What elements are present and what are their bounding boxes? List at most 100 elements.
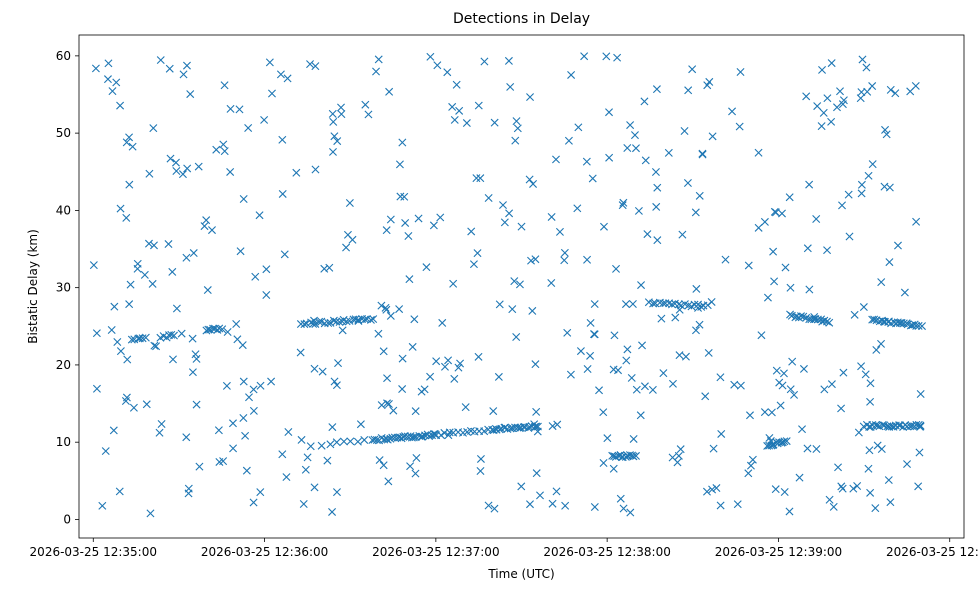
data-point <box>223 328 232 337</box>
data-point <box>744 261 753 270</box>
data-point <box>652 85 661 94</box>
data-point <box>109 426 118 435</box>
data-point <box>115 487 124 496</box>
data-point <box>560 248 569 257</box>
data-point <box>156 56 165 65</box>
data-point <box>360 435 369 444</box>
data-point <box>383 435 392 444</box>
y-axis-label: Bistatic Delay (km) <box>26 229 40 344</box>
data-point <box>116 347 125 356</box>
data-point <box>532 469 541 478</box>
data-point <box>833 103 841 112</box>
data-point <box>256 381 265 390</box>
x-tick-label: 2026-03-25 12:38:00 <box>543 545 670 559</box>
data-point <box>805 180 814 189</box>
data-point <box>651 168 660 176</box>
data-point <box>401 218 410 227</box>
data-point <box>101 447 110 456</box>
data-point <box>605 153 614 162</box>
data-point <box>152 342 161 351</box>
data-point <box>404 232 413 240</box>
data-point <box>760 217 769 226</box>
data-point <box>195 462 204 471</box>
data-point <box>149 124 158 133</box>
data-point <box>278 450 287 459</box>
data-point <box>420 385 429 394</box>
data-point <box>315 317 324 326</box>
data-point <box>104 59 113 68</box>
data-point <box>631 144 640 153</box>
data-point <box>629 452 638 461</box>
data-point <box>385 87 394 96</box>
data-point <box>799 364 808 373</box>
data-point <box>790 390 799 399</box>
data-point <box>297 435 306 444</box>
data-point <box>780 437 789 446</box>
data-point <box>192 400 201 409</box>
data-point <box>301 465 310 474</box>
data-point <box>628 300 637 308</box>
data-point <box>328 507 337 516</box>
data-point <box>215 324 224 333</box>
data-point <box>138 334 147 343</box>
data-point <box>605 108 614 117</box>
data-point <box>786 283 795 292</box>
data-point <box>454 363 463 372</box>
data-point <box>398 385 407 394</box>
data-point <box>857 180 866 189</box>
data-point <box>862 63 871 72</box>
data-point <box>780 487 789 496</box>
data-point <box>881 125 890 134</box>
data-point <box>412 454 421 462</box>
data-point <box>188 368 197 377</box>
data-point <box>98 501 107 510</box>
data-point <box>320 264 329 273</box>
data-point <box>364 110 373 119</box>
y-tick-label: 60 <box>56 49 71 63</box>
data-point <box>437 431 446 440</box>
data-point <box>239 414 248 422</box>
data-point <box>786 385 795 394</box>
data-point <box>206 325 215 334</box>
data-point <box>317 441 326 450</box>
data-point <box>853 482 862 490</box>
data-point <box>332 488 341 497</box>
data-point <box>838 201 847 210</box>
data-point <box>839 368 848 377</box>
data-point <box>145 169 154 178</box>
data-point <box>754 223 763 232</box>
y-axis-ticks: 0 10 20 30 40 50 60 <box>56 49 79 526</box>
data-point <box>590 300 599 309</box>
data-point <box>127 335 136 344</box>
data-point <box>116 204 125 213</box>
data-point <box>436 213 445 222</box>
data-point <box>583 255 592 264</box>
data-point <box>296 348 305 357</box>
data-point <box>623 144 632 152</box>
data-point <box>386 311 395 320</box>
data-point <box>705 77 714 86</box>
data-point <box>513 423 522 432</box>
data-point <box>798 425 807 434</box>
data-point <box>618 452 627 461</box>
data-point <box>133 264 142 273</box>
data-point <box>251 272 260 281</box>
data-point <box>781 263 790 272</box>
data-point <box>560 256 569 265</box>
data-point <box>183 164 192 173</box>
data-point <box>239 377 248 386</box>
data-point <box>877 278 886 287</box>
data-point <box>311 165 320 174</box>
data-point <box>328 109 337 118</box>
data-point <box>681 352 690 361</box>
data-point <box>361 100 370 109</box>
data-point <box>531 255 540 264</box>
data-point <box>513 124 522 133</box>
y-tick-label: 20 <box>56 358 71 372</box>
data-point <box>812 445 821 453</box>
data-point <box>886 85 895 94</box>
data-point <box>262 265 271 274</box>
data-point <box>235 105 244 114</box>
data-point <box>532 422 541 431</box>
